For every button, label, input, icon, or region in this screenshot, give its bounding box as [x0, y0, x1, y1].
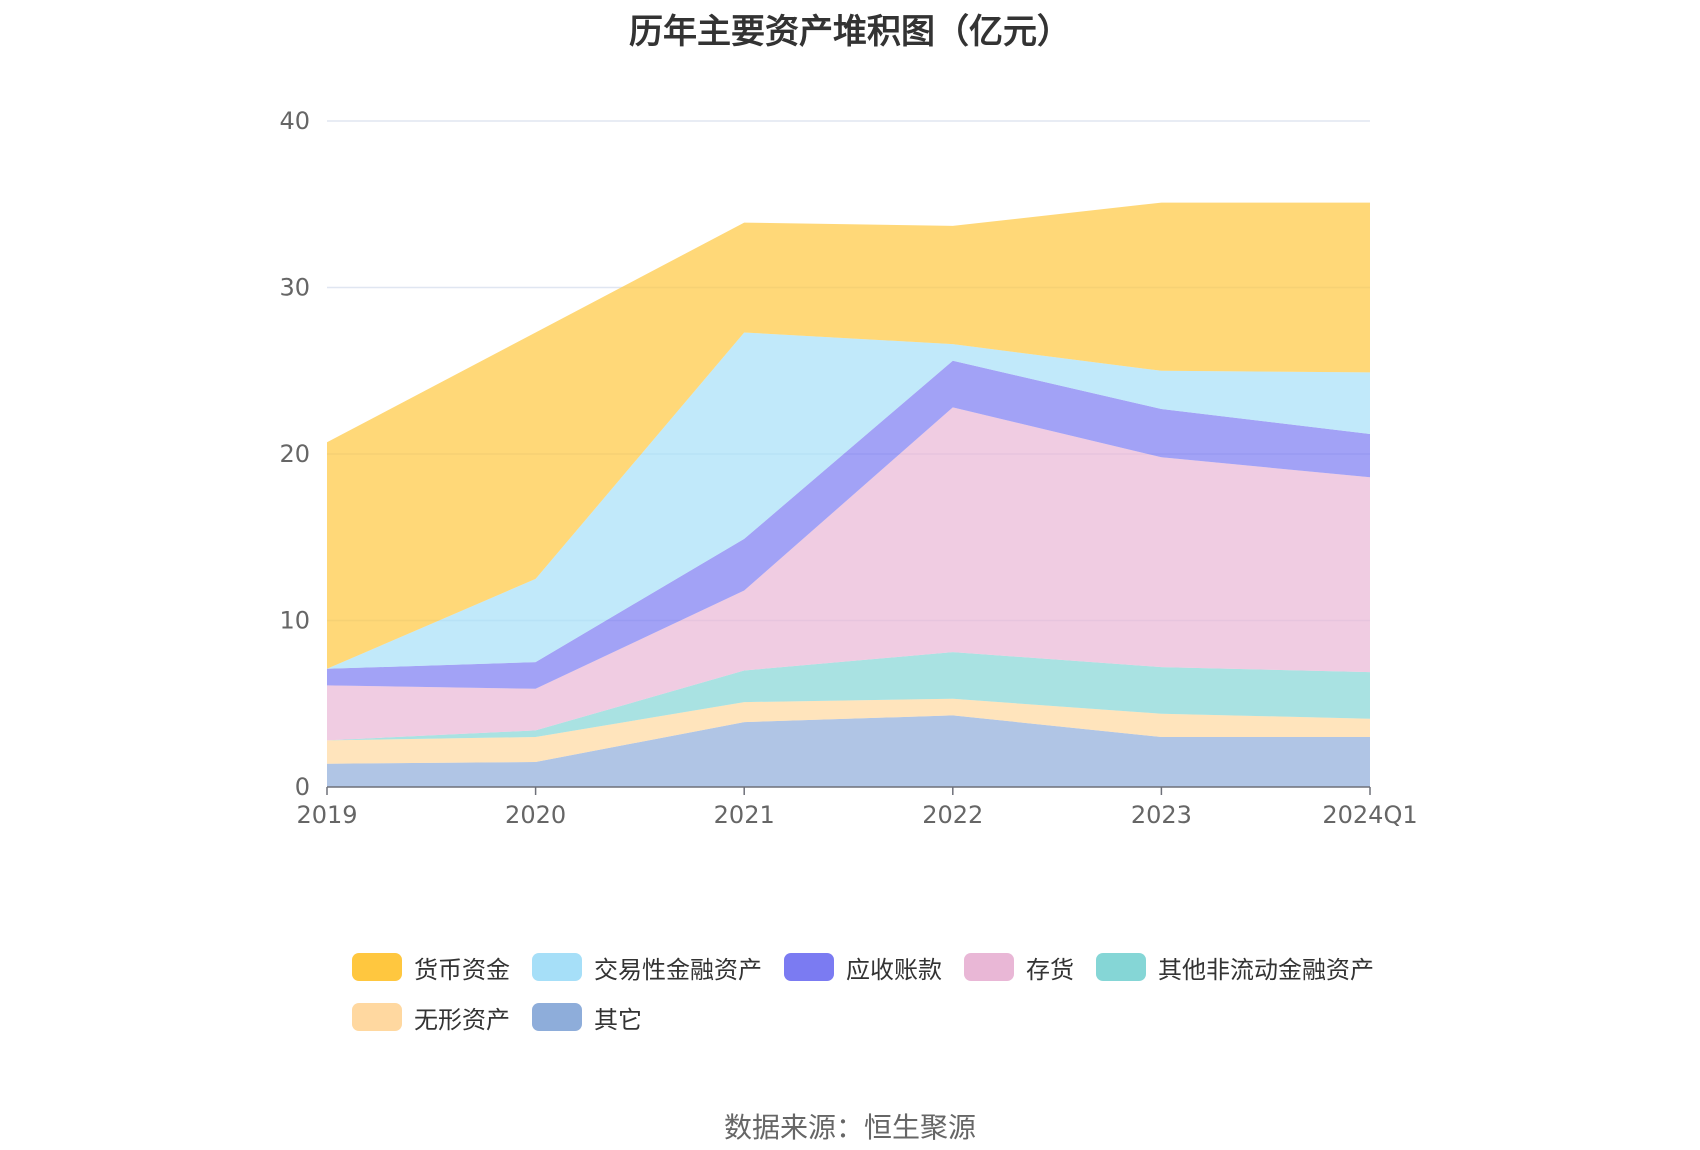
legend-label: 其它	[594, 1005, 642, 1034]
legend-swatch	[1096, 953, 1146, 981]
legend-item-0[interactable]: 货币资金	[352, 952, 510, 984]
area-series-5	[327, 332, 1370, 669]
area-series-layer	[327, 202, 1370, 787]
x-tick-label-2019: 2019	[296, 801, 357, 829]
chart-title: 历年主要资产堆积图（亿元）	[629, 12, 1071, 52]
legend: 货币资金 交易性金融资产 应收账款 存货 其他非流动金融资产无形资产 其它	[352, 952, 1402, 1052]
area-series-1	[327, 698, 1370, 764]
legend-label: 其他非流动金融资产	[1158, 955, 1374, 984]
legend-swatch	[352, 953, 402, 981]
legend-item-5[interactable]: 无形资产	[352, 1002, 510, 1034]
x-tick-label-2022: 2022	[922, 801, 983, 829]
area-series-3	[327, 407, 1370, 741]
legend-swatch	[784, 953, 834, 981]
legend-item-4[interactable]: 其他非流动金融资产	[1096, 952, 1374, 984]
area-series-2	[327, 652, 1370, 741]
y-tick-label-20: 20	[279, 440, 310, 468]
x-tick-label-2023: 2023	[1131, 801, 1192, 829]
legend-item-1[interactable]: 交易性金融资产	[532, 952, 762, 984]
legend-label: 存货	[1026, 955, 1074, 984]
legend-swatch	[964, 953, 1014, 981]
axes: 0 10 20 30 40 2019 2020 2021 2022 2023 2024Q1	[279, 107, 1417, 829]
y-tick-label-10: 10	[279, 607, 310, 635]
legend-item-2[interactable]: 应收账款	[784, 952, 942, 984]
x-tick-label-2020: 2020	[505, 801, 566, 829]
legend-swatch	[352, 1003, 402, 1031]
area-series-6	[327, 202, 1370, 669]
legend-label: 无形资产	[414, 1005, 510, 1034]
legend-label: 应收账款	[846, 955, 942, 984]
legend-swatch	[532, 1003, 582, 1031]
area-series-4	[327, 360, 1370, 689]
area-series-0	[327, 715, 1370, 787]
y-tick-label-40: 40	[279, 107, 310, 135]
x-tick-label-2021: 2021	[714, 801, 775, 829]
legend-item-3[interactable]: 存货	[964, 952, 1074, 984]
legend-swatch	[532, 953, 582, 981]
x-tick-label-2024Q1: 2024Q1	[1322, 801, 1417, 829]
y-tick-label-0: 0	[295, 773, 310, 801]
legend-label: 交易性金融资产	[594, 955, 762, 984]
data-source: 数据来源：恒生聚源	[723, 1111, 976, 1144]
legend-item-6[interactable]: 其它	[532, 1002, 642, 1034]
y-tick-label-30: 30	[279, 274, 310, 302]
legend-label: 货币资金	[414, 955, 510, 984]
